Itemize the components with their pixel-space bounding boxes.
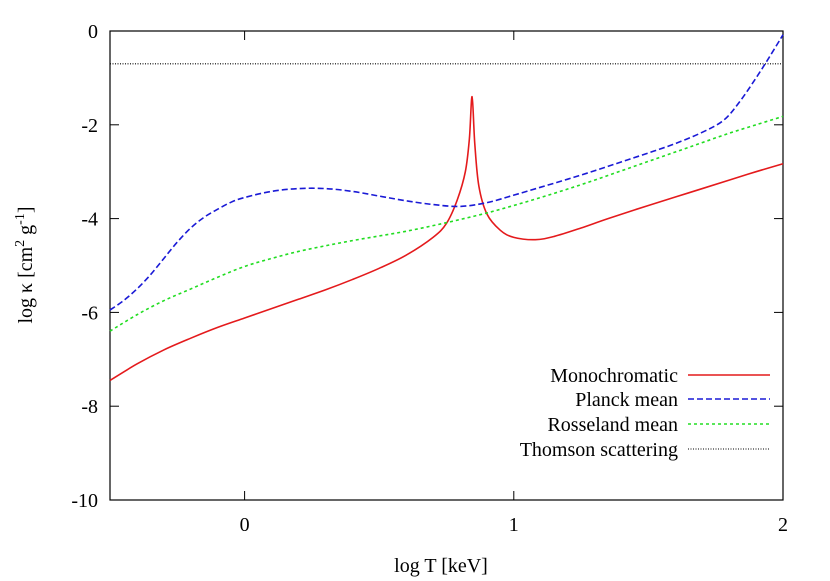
series-lines [109, 34, 784, 382]
legend-label-thomson-scattering: Thomson scattering [520, 439, 678, 461]
legend-label-planck-mean: Planck mean [575, 389, 678, 411]
series-line-monochromatic [109, 95, 784, 382]
y-tick-label: -10 [71, 490, 98, 512]
y-tick-label: 0 [88, 21, 98, 43]
x-tick-label: 0 [240, 514, 250, 536]
y-axis-title-sup2: -1 [13, 213, 28, 225]
y-axis-title-base: log κ [cm [15, 246, 37, 323]
y-axis-title-end: ] [15, 206, 37, 213]
y-tick-label: -4 [81, 209, 98, 231]
y-axis-title-mid: g [15, 225, 37, 240]
y-axis-title: log κ [cm2 g-1] [13, 206, 37, 323]
legend-label-monochromatic: Monochromatic [550, 365, 678, 387]
legend-label-rosseland-mean: Rosseland mean [547, 414, 678, 436]
x-axis-title: log T [keV] [394, 555, 488, 577]
series-line-planck-mean [109, 34, 784, 311]
x-tick-label: 2 [778, 514, 788, 536]
axes: 0 1 2 0 -2 -4 -6 -8 -10 [71, 21, 788, 536]
y-tick-label: -8 [81, 396, 98, 418]
y-axis-title-sup1: 2 [13, 240, 28, 247]
y-tick-label: -2 [81, 115, 98, 137]
y-tick-label: -6 [81, 302, 98, 324]
plot-frame [109, 30, 784, 501]
x-tick-label: 1 [509, 514, 519, 536]
series-line-rosseland-mean [109, 115, 784, 332]
